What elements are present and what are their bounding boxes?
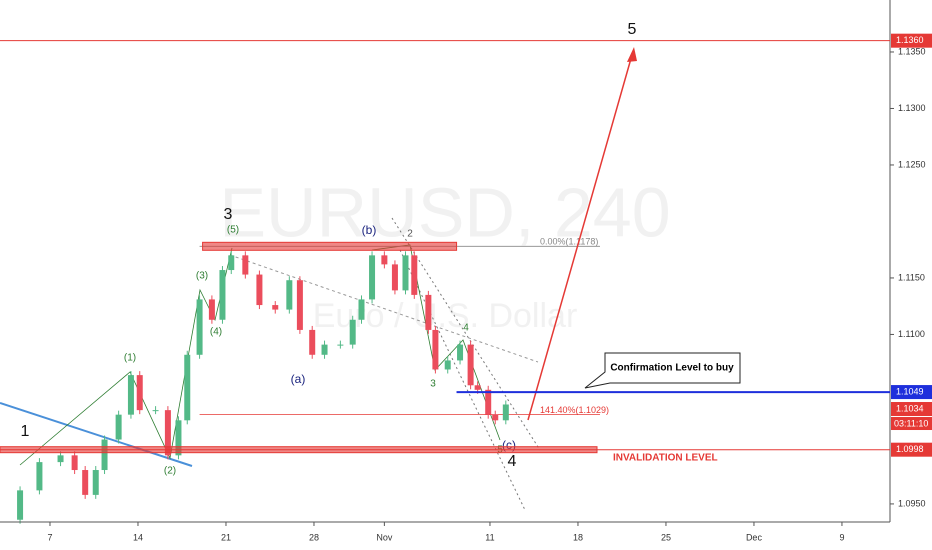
wave-label: (5): [227, 225, 239, 236]
y-tick-label: 1.0950: [898, 498, 926, 508]
candle: [358, 299, 365, 320]
candle: [444, 360, 451, 370]
x-tick-label: 25: [661, 532, 671, 542]
x-tick-label: 18: [573, 532, 583, 542]
countdown-box: [891, 417, 932, 431]
candle: [485, 389, 492, 415]
price-label: 1.1360: [896, 35, 924, 45]
candle: [101, 439, 108, 471]
candle: [242, 255, 249, 275]
candle: [17, 490, 24, 520]
candle: [228, 255, 235, 271]
candle: [457, 344, 464, 361]
wave-label: 1: [21, 423, 30, 440]
wave-label: 2: [407, 229, 413, 240]
watermark-title: EURUSD, 240: [219, 173, 670, 251]
candle: [127, 375, 134, 415]
y-tick-label: 1.1150: [898, 272, 925, 282]
x-tick-label: 28: [309, 532, 319, 542]
arrow-head: [627, 47, 637, 62]
wave-label: 3: [224, 206, 233, 223]
candle: [136, 375, 143, 411]
y-tick-label: 1.1250: [898, 159, 926, 169]
price-label-box: [891, 442, 932, 457]
wave-label: 3: [430, 379, 436, 390]
candle: [115, 414, 122, 440]
candle: [492, 414, 499, 421]
candle: [432, 329, 439, 370]
zone: [202, 241, 458, 251]
wave-label: (2): [164, 466, 176, 477]
candle: [164, 410, 171, 456]
x-tick-label: Dec: [746, 532, 763, 542]
wave-label: (a): [291, 372, 306, 386]
candle: [321, 344, 328, 355]
watermark-subtitle: Euro / U.S. Dollar: [313, 297, 578, 335]
trendline: [0, 402, 193, 467]
candle: [82, 470, 89, 495]
candle: [208, 299, 215, 320]
candle: [309, 329, 316, 355]
wave-label: 4: [508, 453, 517, 470]
candle: [391, 264, 398, 291]
candle: [502, 404, 509, 421]
candle: [425, 294, 432, 330]
wave-label: (1): [124, 353, 136, 364]
fib-label: 141.40%(1.1029): [540, 405, 609, 415]
candle: [256, 274, 263, 306]
price-label-box: [891, 385, 932, 400]
candle: [196, 299, 203, 355]
price-label-box: [891, 33, 932, 48]
countdown: 03:11:10: [894, 418, 928, 428]
candle: [219, 270, 226, 320]
fib-label: 0.00%(1.1178): [540, 237, 598, 247]
x-tick-label: 21: [221, 532, 231, 542]
y-tick-label: 1.1100: [898, 329, 925, 339]
candle: [337, 344, 344, 346]
wave-label: (4): [210, 327, 222, 338]
wave-label: (b): [362, 223, 377, 237]
price-label: 1.0998: [896, 444, 924, 454]
candle: [296, 280, 303, 330]
wave-label: (3): [196, 271, 208, 282]
candle: [272, 305, 279, 310]
y-tick-label: 1.1350: [898, 46, 926, 56]
wave-label: 4: [463, 323, 469, 334]
candle: [152, 410, 159, 412]
candle: [92, 470, 99, 495]
callout: [584, 352, 741, 389]
y-tick-label: 1.1300: [898, 103, 926, 113]
x-tick-label: 9: [839, 532, 844, 542]
invalidation-text: INVALIDATION LEVEL: [613, 453, 718, 464]
channel: [229, 254, 539, 363]
candle: [286, 280, 293, 310]
callout-text: Confirmation Level to buy: [610, 363, 734, 374]
price-axis: [890, 0, 932, 550]
candle: [402, 255, 409, 291]
candle: [369, 255, 376, 300]
candle: [57, 455, 64, 463]
candle: [349, 319, 356, 345]
candle: [71, 455, 78, 471]
channel: [399, 249, 526, 511]
price-label: 1.1034: [896, 403, 924, 413]
candle: [474, 385, 481, 390]
x-tick-label: 11: [485, 532, 494, 542]
projection-arrow: [527, 54, 633, 421]
candle: [381, 255, 388, 265]
x-tick-label: Nov: [376, 532, 393, 542]
candle: [184, 354, 191, 421]
price-label-box: [891, 402, 932, 417]
wave-label: 5: [628, 21, 637, 38]
candle: [467, 344, 474, 386]
candle: [36, 462, 43, 491]
price-label: 1.1049: [896, 386, 924, 396]
x-tick-label: 7: [47, 532, 52, 542]
candle: [175, 420, 182, 456]
x-tick-label: 14: [133, 532, 143, 542]
candle: [411, 255, 418, 295]
